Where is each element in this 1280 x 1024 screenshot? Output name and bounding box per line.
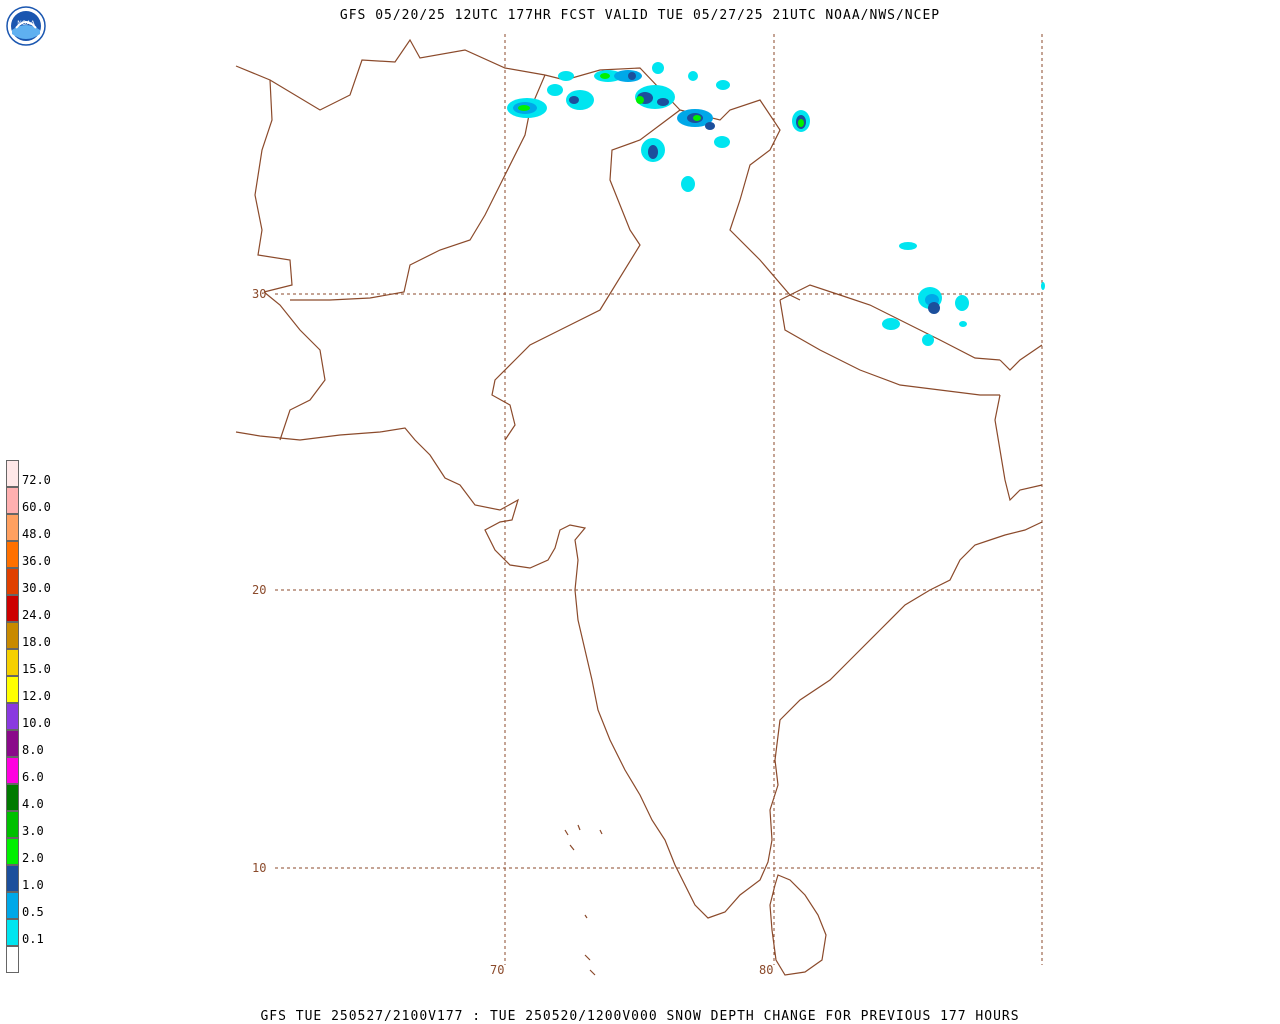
legend-swatch [6,568,19,595]
legend-swatch [6,541,19,568]
legend-label: 30.0 [22,581,51,595]
legend-label: 24.0 [22,608,51,622]
legend-swatch [6,676,19,703]
lon-label-80: 80 [759,963,773,977]
legend-label: 6.0 [22,770,44,784]
legend-swatch [6,946,19,973]
legend-swatch [6,811,19,838]
legend-swatch [6,487,19,514]
legend-swatch [6,703,19,730]
legend-swatch [6,784,19,811]
legend-label: 36.0 [22,554,51,568]
legend-swatch [6,757,19,784]
lat-label-30: 30 [252,287,266,301]
legend-swatch [6,649,19,676]
coastlines-and-borders [235,38,1043,976]
legend-label: 60.0 [22,500,51,514]
legend-label: 12.0 [22,689,51,703]
legend-label: 0.5 [22,905,44,919]
legend-label: 0.1 [22,932,44,946]
legend-swatch [6,919,19,946]
legend-label: 15.0 [22,662,51,676]
lon-label-70: 70 [490,963,504,977]
map-caption: GFS TUE 250527/2100V177 : TUE 250520/120… [260,1009,1020,1024]
legend-swatch [6,595,19,622]
legend-swatch [6,514,19,541]
lat-lon-grid [275,34,1043,965]
legend-label: 48.0 [22,527,51,541]
legend-swatch [6,460,19,487]
legend-swatch [6,622,19,649]
legend-swatch [6,865,19,892]
legend-swatch [6,892,19,919]
legend-label: 2.0 [22,851,44,865]
noaa-logo-icon: NOAA [6,6,46,46]
legend-label: 72.0 [22,473,51,487]
map-title: GFS 05/20/25 12UTC 177HR FCST VALID TUE … [339,8,941,23]
noaa-logo-text: NOAA [17,20,35,27]
legend-label: 1.0 [22,878,44,892]
legend-swatch [6,838,19,865]
legend-swatch [6,730,19,757]
legend-label: 8.0 [22,743,44,757]
lat-label-10: 10 [252,861,266,875]
lat-label-20: 20 [252,583,266,597]
legend-label: 10.0 [22,716,51,730]
legend-label: 3.0 [22,824,44,838]
snow-depth-blobs [507,62,1045,346]
legend-label: 18.0 [22,635,51,649]
legend-label: 4.0 [22,797,44,811]
